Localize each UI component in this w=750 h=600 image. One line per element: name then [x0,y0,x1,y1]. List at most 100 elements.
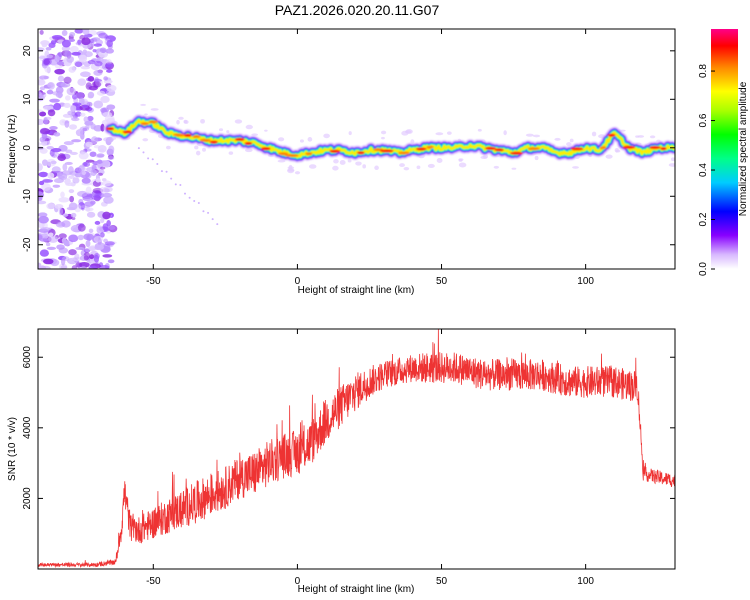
noise-blob [54,54,60,63]
scatter-blob [142,138,149,142]
noise-blob [39,249,49,257]
noise-blob [102,254,113,258]
noise-blob [90,37,98,43]
spectrogram-x-axis-label: Height of straight line (km) [298,285,415,296]
noise-blob [93,43,102,47]
noise-blob [89,254,95,260]
scatter-blob [112,137,116,140]
noise-blob [106,136,114,143]
noise-blob [43,116,52,121]
noise-blob [68,189,75,194]
noise-blob [87,76,95,82]
noise-blob [72,102,82,106]
noise-blob [71,139,82,143]
noise-blob [42,179,54,183]
noise-blob [55,221,66,228]
noise-blob [39,111,47,117]
noise-blob [107,156,115,160]
noise-blob [64,178,71,185]
ridge-hotspot [509,151,524,155]
noise-blob [87,91,95,99]
snr-x-tick-label: 0 [295,576,301,587]
spectrogram-x-ticks: -50 0 50 100 [146,29,594,287]
noise-blob [38,212,48,218]
noise-blob [103,196,114,204]
ridge-hotspot [284,153,299,158]
ridge-hotspot [380,149,394,153]
scatter-blob [178,116,184,120]
scatter-blob [410,139,415,145]
noise-blob [64,161,73,166]
noise-blob [71,216,76,221]
colorbar-tick-label: 0.2 [698,212,709,226]
scatter-blob [288,164,293,170]
noise-blob [68,175,75,179]
ridge-hotspot [329,149,341,153]
streak-dot [197,202,200,205]
noise-blob [63,102,71,108]
noise-blob [62,213,69,217]
noise-blob [72,177,80,184]
noise-blob [58,207,64,216]
streak-dot [170,177,173,180]
noise-blob [106,39,113,48]
ridge-hotspot [485,146,497,150]
scatter-blob [333,159,339,164]
scatter-blob [670,157,675,162]
noise-blob [80,71,91,78]
noise-blob [93,69,103,76]
noise-blob [57,75,65,82]
noise-blob [39,30,44,35]
scatter-blob [380,130,387,135]
noise-blob [74,29,84,34]
scatter-blob [534,155,539,161]
noise-blob [38,142,42,146]
noise-blob [64,120,70,128]
ridge-hotspot [527,147,540,151]
noise-blob [63,141,74,146]
noise-blob [105,48,115,54]
scatter-blob [635,135,640,138]
noise-blob [65,95,71,101]
noise-blob [75,129,84,137]
noise-blob [85,207,91,212]
ridge-hotspot [244,141,253,146]
colorbar-gradient [711,29,738,269]
ridge-hotspot [192,134,201,139]
noise-blob [70,112,75,120]
spectrogram-y-tick-label: 0 [22,145,33,151]
noise-blob [58,233,67,239]
spectrogram-y-axis-label: Frequency (Hz) [7,115,18,184]
scatter-blob [572,166,579,169]
snr-y-tick-label: 2000 [22,487,33,510]
noise-blob [74,253,80,260]
noise-blob [82,161,91,168]
noise-blob [102,211,111,220]
noise-blob [90,200,96,205]
scatter-blob [668,163,675,167]
scatter-blob [649,135,656,139]
scatter-blob [264,129,268,132]
ridge-hotspot [649,145,661,150]
noise-blob [107,259,115,264]
scatter-blob [294,171,301,175]
noise-blob [47,235,59,243]
snr-x-tick-label: 100 [577,576,594,587]
noise-blob [46,246,57,251]
noise-blob [75,246,85,251]
noise-blob [82,127,88,132]
noise-blob [75,92,85,99]
noise-blob [38,196,43,201]
noise-blob [47,172,55,179]
noise-blob [106,104,116,110]
noise-blob [78,164,85,173]
noise-blob [91,80,102,88]
scatter-blob [436,158,443,163]
scatter-blob [228,151,234,155]
noise-blob [79,112,86,117]
noise-blob [100,186,105,194]
noise-blob [93,235,104,243]
spectrogram-noise-region [38,29,675,269]
noise-blob [94,220,101,225]
ridge-hotspot [398,151,411,155]
